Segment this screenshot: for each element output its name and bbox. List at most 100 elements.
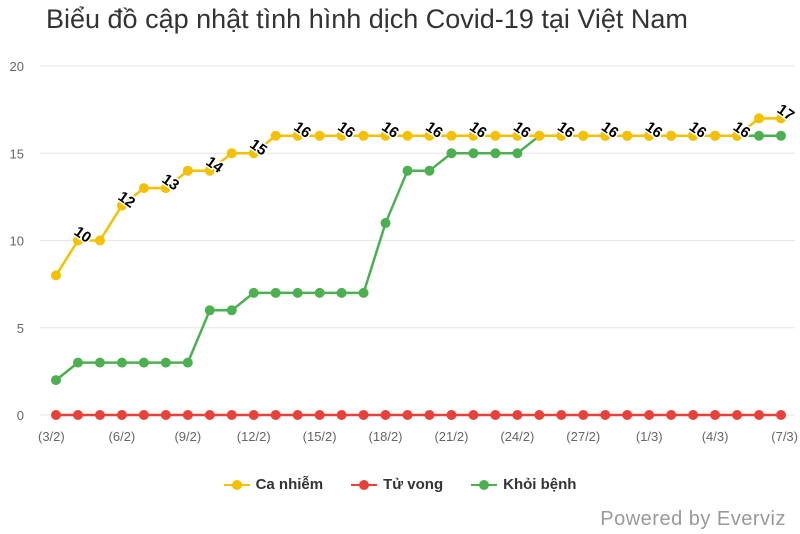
data-point[interactable] bbox=[51, 375, 61, 386]
data-point[interactable] bbox=[160, 357, 171, 368]
data-point[interactable] bbox=[94, 357, 105, 368]
data-point[interactable] bbox=[270, 130, 281, 141]
data-point[interactable] bbox=[204, 165, 215, 176]
legend-item-0[interactable]: Ca nhiễm bbox=[223, 476, 323, 493]
data-point[interactable] bbox=[248, 148, 259, 159]
data-point[interactable] bbox=[424, 410, 435, 420]
data-point[interactable] bbox=[468, 410, 479, 420]
data-point[interactable] bbox=[116, 357, 127, 368]
series-1 bbox=[51, 410, 786, 420]
data-point[interactable] bbox=[490, 148, 501, 159]
data-point[interactable] bbox=[226, 148, 237, 159]
data-point[interactable] bbox=[556, 410, 567, 420]
data-point[interactable] bbox=[380, 410, 391, 420]
series-line bbox=[54, 117, 781, 277]
data-point[interactable] bbox=[160, 183, 171, 194]
data-point[interactable] bbox=[688, 410, 699, 420]
data-point[interactable] bbox=[402, 165, 413, 176]
data-point[interactable] bbox=[688, 130, 699, 141]
data-point[interactable] bbox=[248, 287, 259, 298]
data-point[interactable] bbox=[424, 165, 435, 176]
data-point[interactable] bbox=[314, 287, 325, 298]
data-point[interactable] bbox=[600, 130, 611, 141]
data-point[interactable] bbox=[402, 410, 413, 420]
data-point[interactable] bbox=[94, 235, 105, 246]
data-point[interactable] bbox=[622, 410, 633, 420]
x-tick-label: (4/3) bbox=[702, 429, 729, 444]
data-point[interactable] bbox=[534, 130, 545, 141]
data-point[interactable] bbox=[622, 130, 633, 141]
data-point[interactable] bbox=[644, 130, 655, 141]
data-point[interactable] bbox=[182, 410, 193, 420]
data-point[interactable] bbox=[182, 357, 193, 368]
y-tick-label: 20 bbox=[10, 59, 24, 74]
data-point[interactable] bbox=[270, 410, 281, 420]
data-point[interactable] bbox=[160, 410, 171, 420]
data-point[interactable] bbox=[138, 357, 149, 368]
data-point[interactable] bbox=[51, 410, 61, 420]
data-point[interactable] bbox=[204, 305, 215, 316]
data-point[interactable] bbox=[182, 165, 193, 176]
data-point[interactable] bbox=[446, 148, 457, 159]
data-point[interactable] bbox=[600, 410, 611, 420]
data-point[interactable] bbox=[512, 130, 523, 141]
data-point[interactable] bbox=[314, 130, 325, 141]
data-point[interactable] bbox=[754, 410, 765, 420]
data-point[interactable] bbox=[51, 270, 61, 281]
data-point[interactable] bbox=[446, 130, 457, 141]
data-point[interactable] bbox=[336, 130, 347, 141]
data-point[interactable] bbox=[138, 410, 149, 420]
data-point[interactable] bbox=[710, 130, 721, 141]
data-point[interactable] bbox=[292, 130, 303, 141]
data-point[interactable] bbox=[402, 130, 413, 141]
data-point[interactable] bbox=[292, 410, 303, 420]
powered-by-credit[interactable]: Powered by Everviz bbox=[600, 508, 786, 530]
data-point[interactable] bbox=[776, 410, 786, 420]
data-point[interactable] bbox=[72, 235, 83, 246]
data-point[interactable] bbox=[336, 410, 347, 420]
legend-item-1[interactable]: Tử vong bbox=[351, 476, 443, 493]
data-point[interactable] bbox=[116, 200, 127, 211]
data-point[interactable] bbox=[226, 410, 237, 420]
data-point[interactable] bbox=[116, 410, 127, 420]
data-point[interactable] bbox=[578, 410, 589, 420]
data-point[interactable] bbox=[94, 410, 105, 420]
data-point[interactable] bbox=[490, 410, 501, 420]
data-point[interactable] bbox=[314, 410, 325, 420]
data-point[interactable] bbox=[270, 287, 281, 298]
data-point[interactable] bbox=[358, 287, 369, 298]
data-point[interactable] bbox=[512, 410, 523, 420]
data-point[interactable] bbox=[292, 287, 303, 298]
data-point[interactable] bbox=[336, 287, 347, 298]
data-point[interactable] bbox=[468, 148, 479, 159]
data-point[interactable] bbox=[226, 305, 237, 316]
data-point[interactable] bbox=[468, 130, 479, 141]
data-point[interactable] bbox=[358, 130, 369, 141]
data-point[interactable] bbox=[644, 410, 655, 420]
data-point[interactable] bbox=[556, 130, 567, 141]
data-point[interactable] bbox=[512, 148, 523, 159]
data-point[interactable] bbox=[666, 410, 677, 420]
data-point[interactable] bbox=[380, 218, 391, 229]
data-point[interactable] bbox=[534, 410, 545, 420]
data-point[interactable] bbox=[204, 410, 215, 420]
data-point[interactable] bbox=[710, 410, 721, 420]
data-point[interactable] bbox=[732, 130, 743, 141]
data-point[interactable] bbox=[754, 130, 765, 141]
data-point[interactable] bbox=[666, 130, 677, 141]
data-point[interactable] bbox=[490, 130, 501, 141]
data-point[interactable] bbox=[578, 130, 589, 141]
data-point[interactable] bbox=[776, 113, 786, 124]
data-point[interactable] bbox=[72, 410, 83, 420]
data-point[interactable] bbox=[732, 410, 743, 420]
data-point[interactable] bbox=[138, 183, 149, 194]
legend-item-2[interactable]: Khỏi bệnh bbox=[471, 476, 576, 493]
data-point[interactable] bbox=[72, 357, 83, 368]
data-point[interactable] bbox=[380, 130, 391, 141]
data-point[interactable] bbox=[446, 410, 457, 420]
data-point[interactable] bbox=[754, 113, 765, 124]
data-point[interactable] bbox=[776, 130, 786, 141]
data-point[interactable] bbox=[248, 410, 259, 420]
data-point[interactable] bbox=[358, 410, 369, 420]
data-point[interactable] bbox=[424, 130, 435, 141]
